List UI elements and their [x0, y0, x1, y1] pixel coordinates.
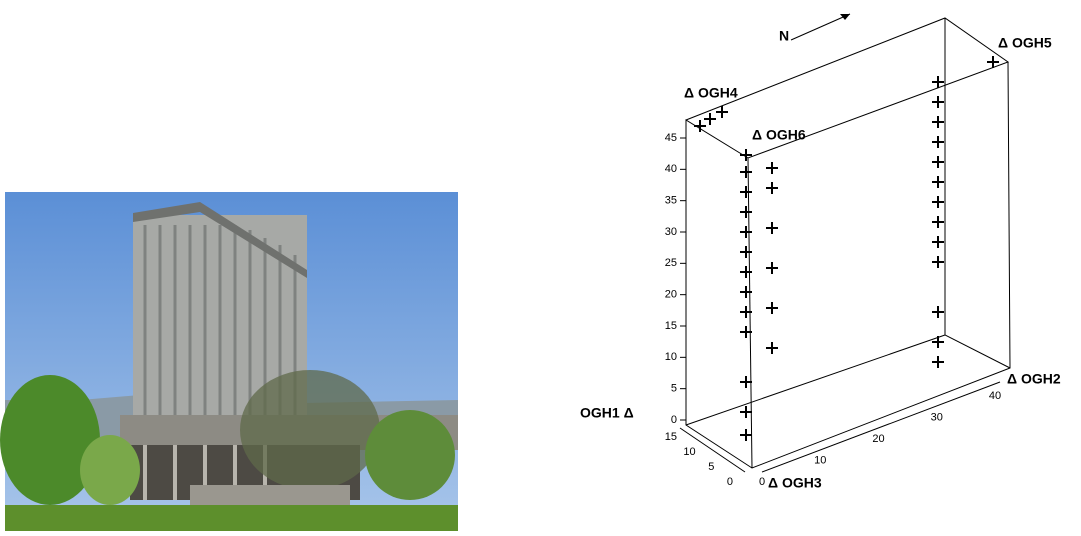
horizontal-tick-label: 20 [872, 433, 884, 445]
vertical-tick-label: 20 [665, 289, 677, 301]
vertical-tick-label: 25 [665, 257, 677, 269]
station-label: OGH1 Δ [580, 405, 634, 421]
station-label: Δ OGH3 [768, 475, 822, 491]
station-label: Δ OGH5 [998, 35, 1052, 51]
horizontal-tick-label: 30 [931, 411, 943, 423]
depth-tick-label: 0 [727, 476, 733, 488]
station-label: Δ OGH4 [684, 85, 738, 101]
sensor-markers [694, 56, 999, 441]
vertical-tick-label: 10 [665, 351, 677, 363]
horizontal-tick-label: 40 [989, 390, 1001, 402]
vertical-tick-label: 35 [665, 195, 677, 207]
vertical-tick-label: 30 [665, 226, 677, 238]
vertical-tick-label: 15 [665, 320, 677, 332]
vertical-tick-label: 0 [671, 414, 677, 426]
north-label: N [779, 28, 789, 44]
vertical-tick-label: 5 [671, 383, 677, 395]
station-label: Δ OGH2 [1007, 371, 1061, 387]
depth-tick-label: 10 [683, 446, 695, 458]
sensor-cross [694, 56, 999, 441]
vertical-tick-label: 40 [665, 163, 677, 175]
horizontal-tick-label: 0 [759, 476, 765, 488]
horizontal-tick-label: 10 [814, 454, 826, 466]
building-photo [0, 192, 458, 531]
depth-tick-label: 15 [665, 431, 677, 443]
vertical-tick-label: 45 [665, 132, 677, 144]
sensor-box [679, 13, 1011, 473]
station-label: Δ OGH6 [752, 127, 806, 143]
depth-tick-label: 5 [708, 461, 714, 473]
